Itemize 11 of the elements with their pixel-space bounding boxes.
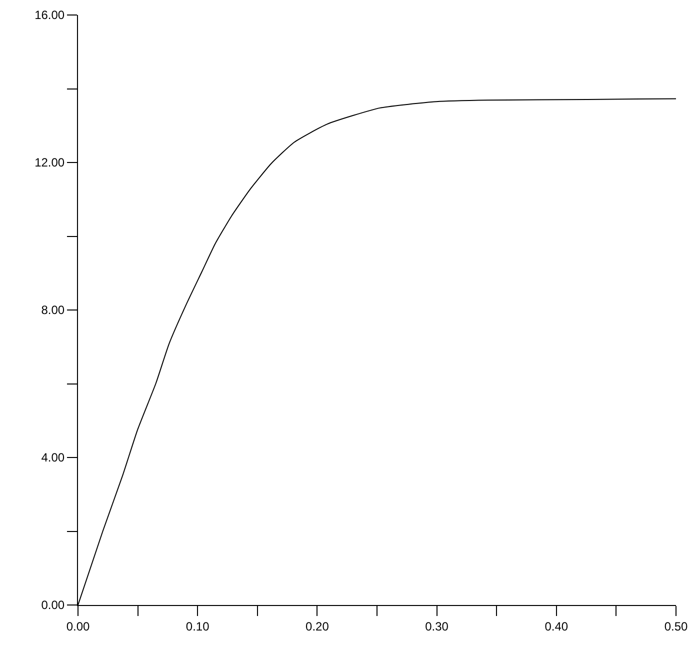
y-tick-label: 12.00 [34,156,65,170]
x-tick-label: 0.20 [306,619,330,634]
x-tick-label: 0.30 [425,619,449,634]
y-tick-label: 16.00 [34,8,65,22]
y-tick-label: 8.00 [41,303,65,318]
y-tick-label: 4.00 [41,450,65,465]
x-tick-label: 0.40 [544,619,568,634]
y-tick-label: 0.00 [41,598,65,612]
x-tick-label: 0.10 [186,619,210,634]
x-tick-label: 0.50 [664,619,688,634]
x-tick-label: 0.00 [66,619,90,634]
